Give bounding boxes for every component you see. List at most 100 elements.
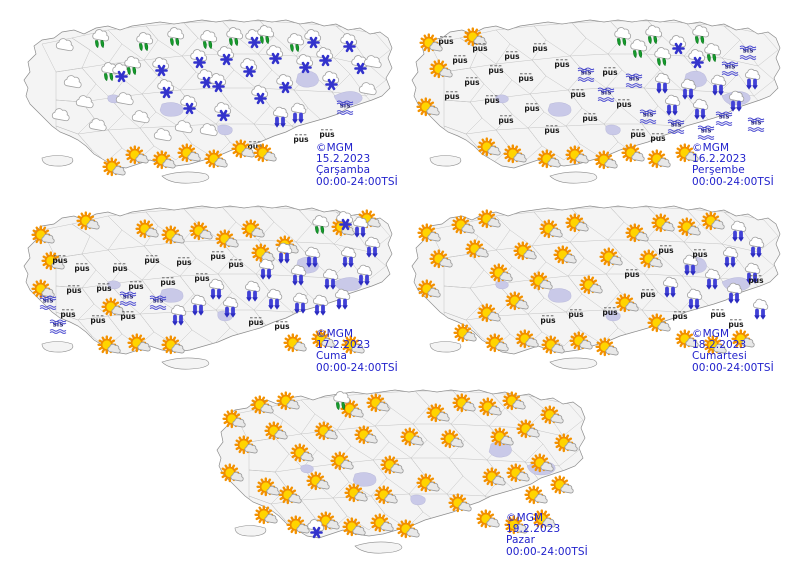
sun-behind-cloud-icon xyxy=(396,519,420,539)
frost-pus-icon: pus xyxy=(602,307,618,317)
caption-day: Cuma xyxy=(316,350,348,363)
weather-icon-layer xyxy=(220,391,578,539)
sun-behind-cloud-icon xyxy=(290,443,314,463)
caption-date: 19.2.2023 xyxy=(506,523,561,536)
sun-behind-cloud-icon xyxy=(31,225,55,245)
frost-pus-icon: pus xyxy=(319,129,335,139)
map-carsamba[interactable]: pus pus pus sis xyxy=(12,8,402,193)
sun-behind-cloud-icon xyxy=(478,397,502,417)
frost-pus-icon: pus xyxy=(112,263,128,273)
sun-behind-cloud-icon xyxy=(477,137,501,157)
fog-sis-icon: sis xyxy=(721,61,739,76)
sun-behind-cloud-icon xyxy=(553,245,577,265)
svg-text:sis: sis xyxy=(601,89,612,97)
svg-text:pus: pus xyxy=(532,44,548,53)
caption-hours: 00:00-24:00TSİ xyxy=(692,361,774,374)
frost-pus-icon: pus xyxy=(96,283,112,293)
fog-sis-icon: sis xyxy=(739,45,757,60)
caption-day: Cumartesi xyxy=(692,350,747,363)
sun-behind-cloud-icon xyxy=(400,427,424,447)
cloud-rain-blue-icon xyxy=(745,262,761,284)
lake xyxy=(159,102,184,117)
sun-behind-cloud-icon xyxy=(101,297,125,317)
island-cyprus xyxy=(161,171,210,184)
cloud-rain-blue-icon xyxy=(353,216,369,238)
island-rhodes xyxy=(429,341,462,353)
frost-pus-icon: pus xyxy=(624,269,640,279)
sun-behind-cloud-icon xyxy=(532,509,556,529)
map-persembe[interactable]: pus pus pus pus pus pus pus pus pus pus pus pus pus p… xyxy=(400,8,790,193)
frost-pus-icon: pus xyxy=(228,259,244,269)
fog-sis-icon: sis xyxy=(639,109,657,124)
sun-behind-cloud-icon xyxy=(416,473,440,493)
caption-day: Çarşamba xyxy=(316,164,371,177)
frost-pus-icon: pus xyxy=(524,103,540,113)
sun-behind-cloud-icon xyxy=(569,331,593,351)
frost-pus-icon: pus xyxy=(438,36,454,46)
sun-behind-cloud-icon xyxy=(477,303,501,323)
sun-behind-cloud-icon xyxy=(731,329,755,349)
lake xyxy=(495,280,509,290)
cloud-icon xyxy=(51,108,70,122)
cloud-snow-icon xyxy=(217,46,235,66)
sun-behind-cloud-icon xyxy=(264,421,288,441)
sun-behind-cloud-icon xyxy=(448,493,472,513)
map-cumartesi[interactable]: pus pus pus pus pus pus pus pus pus pus pus xyxy=(400,194,790,379)
sun-behind-cloud-icon xyxy=(231,139,255,159)
cloud-icon xyxy=(199,123,218,137)
fog-sis-icon: sis xyxy=(597,87,615,102)
sun-behind-cloud-icon xyxy=(440,429,464,449)
frost-pus-icon: pus xyxy=(293,134,309,144)
frost-pus-icon: pus xyxy=(710,309,726,319)
cloud-snow-icon xyxy=(240,58,258,78)
cloud-rain-blue-icon xyxy=(305,246,321,268)
sun-behind-cloud-icon xyxy=(539,219,563,239)
sun-behind-cloud-icon xyxy=(314,421,338,441)
lake xyxy=(547,288,572,303)
cloud-snow-icon xyxy=(322,71,340,91)
map-pazar[interactable] xyxy=(205,378,595,563)
frost-pus-icon: pus xyxy=(66,285,82,295)
island-cyprus xyxy=(354,541,403,554)
sun-behind-cloud-icon xyxy=(283,333,307,353)
svg-text:pus: pus xyxy=(144,256,160,265)
svg-text:pus: pus xyxy=(658,246,674,255)
cloud-shower-green-icon xyxy=(136,32,154,52)
cloud-icon xyxy=(75,95,94,109)
sun-behind-cloud-icon xyxy=(276,391,300,411)
cloud-icon xyxy=(55,38,74,52)
frost-pus-icon: pus xyxy=(74,263,90,273)
sun-behind-cloud-icon xyxy=(125,145,149,165)
sun-behind-cloud-icon xyxy=(505,291,529,311)
sun-behind-cloud-icon xyxy=(222,409,246,429)
frost-pus-icon: pus xyxy=(484,95,500,105)
frost-pus-icon: pus xyxy=(90,315,106,325)
svg-text:pus: pus xyxy=(728,320,744,329)
cloud-snow-icon xyxy=(245,29,263,49)
frost-pus-icon: pus xyxy=(640,289,656,299)
island-rhodes xyxy=(429,155,462,167)
map-cuma[interactable]: pus pus pus pus pus pus pus pus pus pus pus pus pus p… xyxy=(12,194,402,379)
svg-text:pus: pus xyxy=(52,256,68,265)
cloud-snow-icon xyxy=(276,74,294,94)
island-cyprus xyxy=(161,357,210,370)
svg-text:pus: pus xyxy=(60,310,76,319)
sun-behind-cloud-icon xyxy=(554,433,578,453)
caption-hours: 00:00-24:00TSİ xyxy=(316,175,398,188)
cloud-snow-icon xyxy=(209,73,227,93)
sun-behind-cloud-icon xyxy=(451,215,475,235)
sun-behind-cloud-icon xyxy=(675,143,699,163)
cloud-rain-blue-icon xyxy=(191,294,207,316)
turkey-map-svg: pus pus pus sis xyxy=(23,19,393,184)
svg-text:sis: sis xyxy=(719,113,730,121)
frost-pus-icon: pus xyxy=(52,255,68,265)
sun-behind-cloud-icon xyxy=(485,333,509,353)
fog-sis-icon: sis xyxy=(625,73,643,88)
svg-text:sis: sis xyxy=(123,293,134,301)
svg-text:pus: pus xyxy=(228,260,244,269)
sun-behind-cloud-icon xyxy=(286,515,310,535)
fog-sis-icon: sis xyxy=(336,100,354,115)
sun-behind-cloud-icon xyxy=(152,150,176,170)
cloud-rain-blue-icon xyxy=(723,246,739,268)
